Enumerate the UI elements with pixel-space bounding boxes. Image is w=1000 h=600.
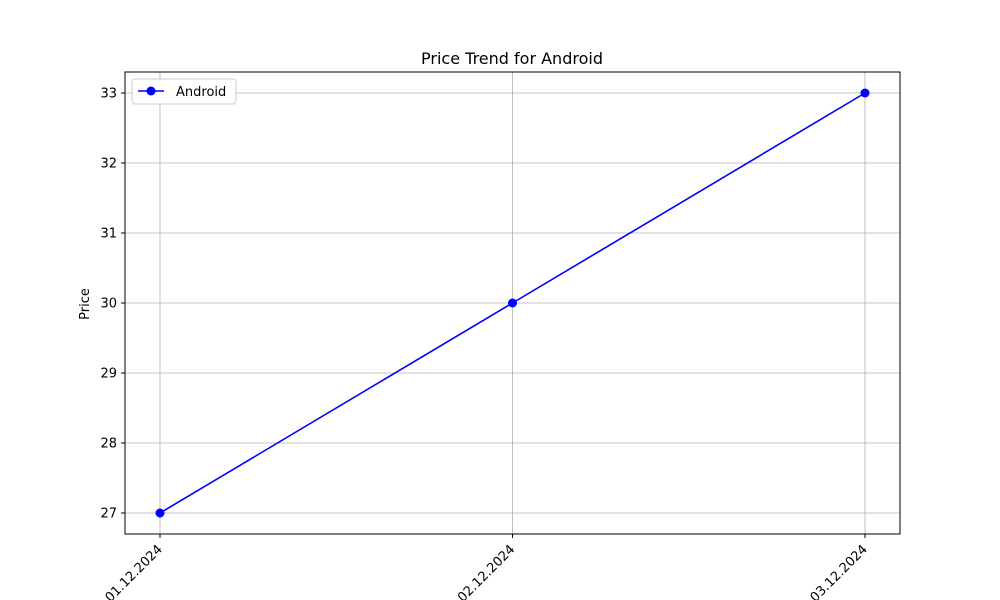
y-tick-label: 32 (100, 157, 117, 172)
y-tick-label: 27 (100, 507, 117, 522)
y-tick-label: 33 (100, 87, 117, 102)
chart-title: Price Trend for Android (421, 49, 603, 68)
data-point (860, 88, 870, 98)
y-tick-label: 29 (100, 367, 117, 382)
y-tick-label: 30 (100, 297, 117, 312)
data-point (508, 298, 517, 308)
y-axis: 27 28 29 30 31 32 33 (100, 87, 125, 522)
y-axis-label: Price (78, 288, 93, 320)
y-tick-label: 28 (100, 437, 117, 452)
legend-box (131, 78, 237, 105)
series-layer (155, 88, 870, 518)
data-point (155, 508, 165, 518)
y-tick-label: 31 (100, 227, 117, 242)
legend-label-android: Android (176, 85, 226, 100)
legend: Android (131, 78, 237, 105)
legend-marker-android (146, 86, 156, 96)
gridlines (125, 72, 900, 534)
